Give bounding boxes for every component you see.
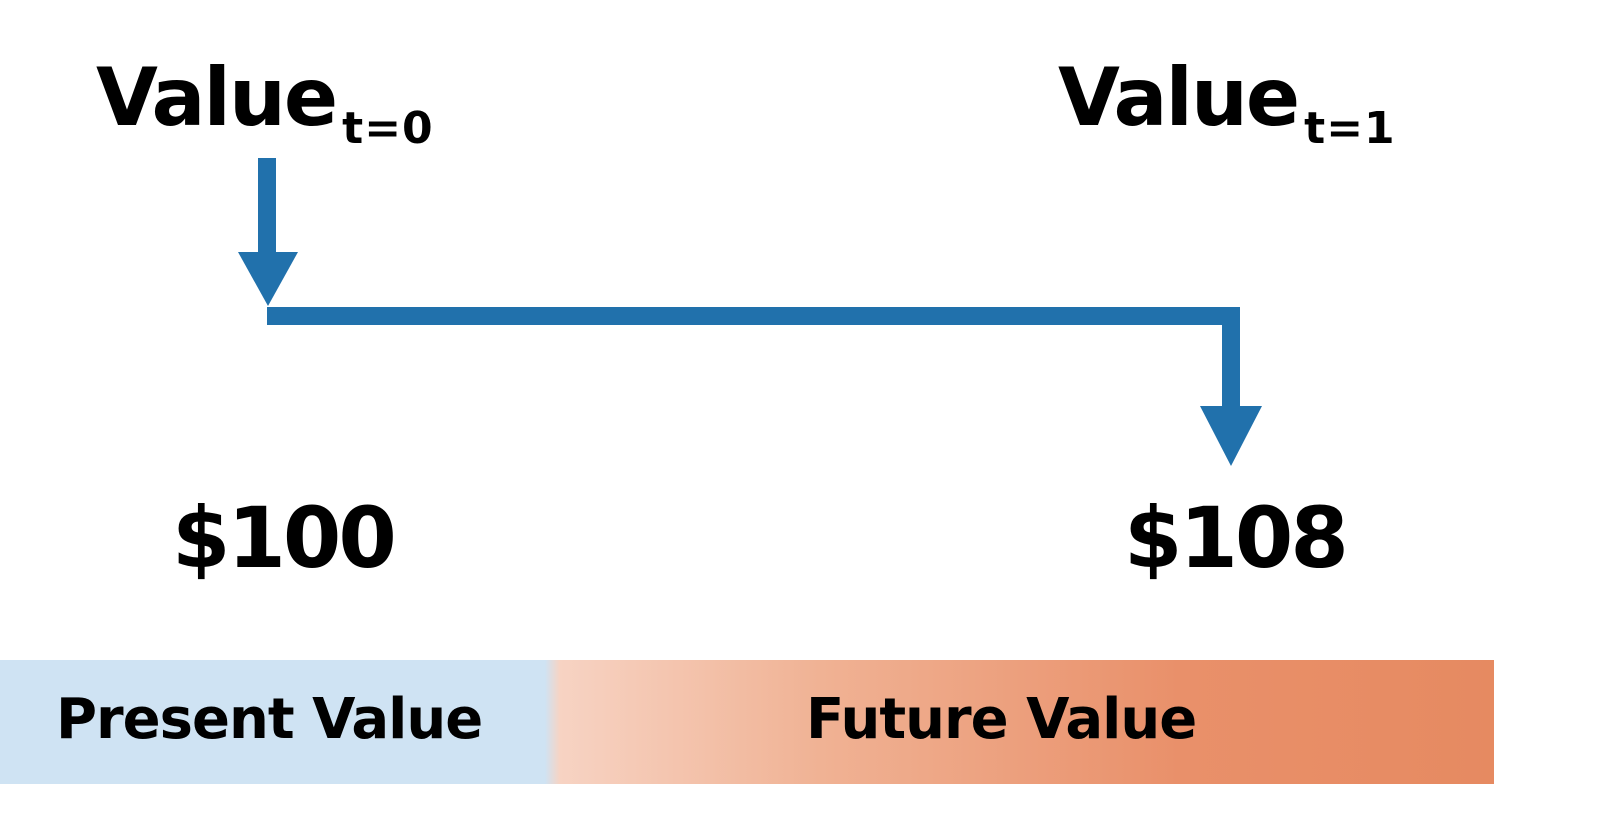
- value-t1-subscript: t=1: [1304, 103, 1396, 154]
- future-amount: $108: [1124, 489, 1349, 587]
- present-amount: $100: [172, 489, 397, 587]
- arrow-down-left-head: [238, 252, 298, 306]
- value-t0-main: Value: [96, 51, 338, 144]
- present-value-label: Present Value: [56, 687, 483, 752]
- arrow-down-right-head: [1200, 406, 1262, 466]
- value-t0-subscript: t=0: [342, 103, 434, 154]
- arrow-connector-line: [267, 307, 1240, 410]
- value-band: [0, 660, 1494, 784]
- value-t0-label: Value t=0: [96, 58, 434, 151]
- future-value-label: Future Value: [806, 687, 1197, 752]
- value-t1-label: Value t=1: [1058, 58, 1396, 151]
- value-t1-main: Value: [1058, 51, 1300, 144]
